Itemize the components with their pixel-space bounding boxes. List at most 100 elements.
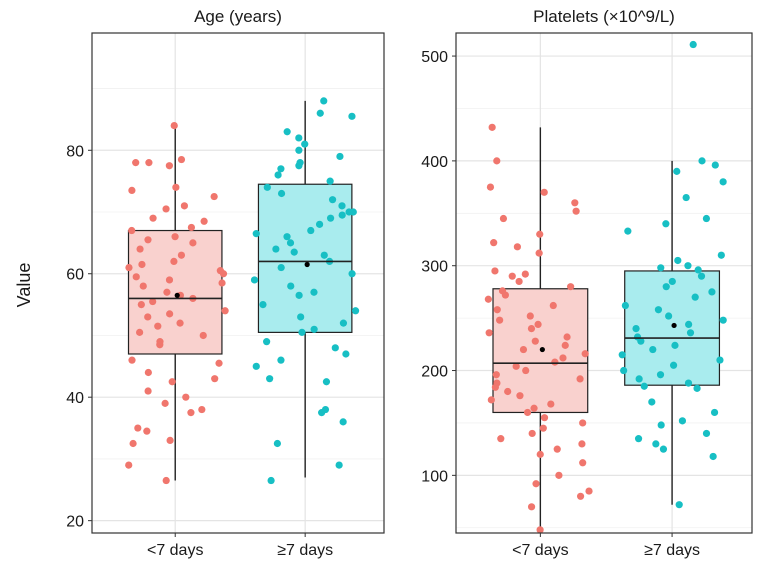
data-point (678, 417, 687, 425)
data-point (689, 40, 697, 49)
data-point (125, 461, 133, 469)
data-point (322, 378, 331, 386)
data-point (125, 263, 133, 272)
data-point (624, 227, 632, 235)
mean-marker (671, 322, 677, 329)
data-point (172, 183, 180, 191)
data-point (136, 245, 144, 253)
data-point (277, 356, 285, 364)
data-point (673, 167, 681, 175)
data-point (491, 383, 499, 391)
data-point (632, 324, 640, 333)
data-point (504, 387, 512, 396)
data-point (536, 526, 544, 534)
data-point (138, 260, 146, 269)
mean-marker (304, 261, 310, 268)
data-point (218, 279, 226, 287)
data-point (512, 362, 520, 370)
data-point (128, 226, 136, 235)
data-point (719, 316, 727, 324)
data-point (694, 266, 702, 274)
panel-1: Age (years) 20 40 60 80 <7 days ≥7 days (66, 7, 385, 559)
y-tick-label: 40 (66, 390, 84, 407)
data-point (339, 418, 347, 426)
data-point (166, 436, 174, 445)
data-point (536, 450, 544, 458)
data-point (200, 217, 208, 225)
data-point (163, 288, 171, 296)
data-point (649, 345, 657, 354)
data-point (171, 233, 179, 241)
data-point (144, 368, 152, 377)
data-point (527, 503, 536, 511)
y-tick-label: 20 (66, 514, 84, 531)
data-point (484, 295, 492, 303)
data-point (263, 183, 271, 191)
data-point (585, 487, 593, 495)
data-point (515, 277, 523, 286)
data-point (488, 123, 496, 131)
data-point (259, 301, 267, 309)
data-point (669, 361, 678, 369)
data-point (528, 429, 536, 438)
data-point (295, 146, 303, 154)
data-point (211, 375, 219, 383)
data-point (491, 267, 499, 275)
data-point (710, 408, 719, 417)
y-tick-label: 100 (421, 468, 448, 485)
data-point (328, 196, 337, 204)
data-point (662, 283, 670, 291)
data-point (547, 400, 555, 408)
data-point (684, 379, 693, 387)
x-tick-label: <7 days (147, 542, 203, 559)
data-point (531, 337, 539, 345)
data-point (698, 157, 706, 165)
data-point (137, 301, 145, 309)
data-point (166, 310, 174, 318)
data-point (170, 121, 178, 130)
data-point (252, 362, 260, 370)
data-point (671, 341, 679, 349)
data-point (187, 223, 196, 232)
data-point (182, 393, 190, 401)
data-point (252, 230, 260, 238)
data-point (487, 396, 495, 404)
data-point (331, 344, 339, 352)
y-tick-label: 300 (421, 259, 448, 276)
data-point (485, 329, 493, 337)
panel-frame (455, 32, 753, 534)
data-point (536, 230, 544, 238)
data-point (685, 320, 693, 329)
data-point (274, 171, 282, 179)
data-point (668, 277, 676, 286)
data-point (128, 356, 136, 364)
data-point (189, 239, 197, 247)
data-point (674, 256, 682, 265)
data-point (277, 189, 286, 198)
data-point (657, 264, 665, 272)
data-point (198, 405, 206, 414)
data-point (318, 409, 326, 417)
data-point (553, 445, 561, 453)
data-point (486, 183, 495, 191)
data-point (338, 202, 346, 210)
data-point (534, 320, 542, 329)
data-point (335, 461, 343, 469)
data-point (691, 293, 699, 301)
data-point (540, 188, 548, 196)
data-point (277, 263, 285, 272)
data-point (579, 459, 587, 467)
data-point (301, 140, 309, 148)
data-point (519, 345, 528, 354)
data-point (165, 162, 173, 170)
data-point (145, 159, 153, 167)
data-point (555, 471, 563, 479)
data-point (144, 236, 152, 244)
data-point (549, 301, 557, 310)
data-point (348, 270, 356, 278)
data-point (654, 306, 663, 314)
data-point (320, 97, 328, 105)
data-point (132, 273, 140, 281)
data-point (527, 324, 536, 333)
data-point (168, 378, 176, 386)
